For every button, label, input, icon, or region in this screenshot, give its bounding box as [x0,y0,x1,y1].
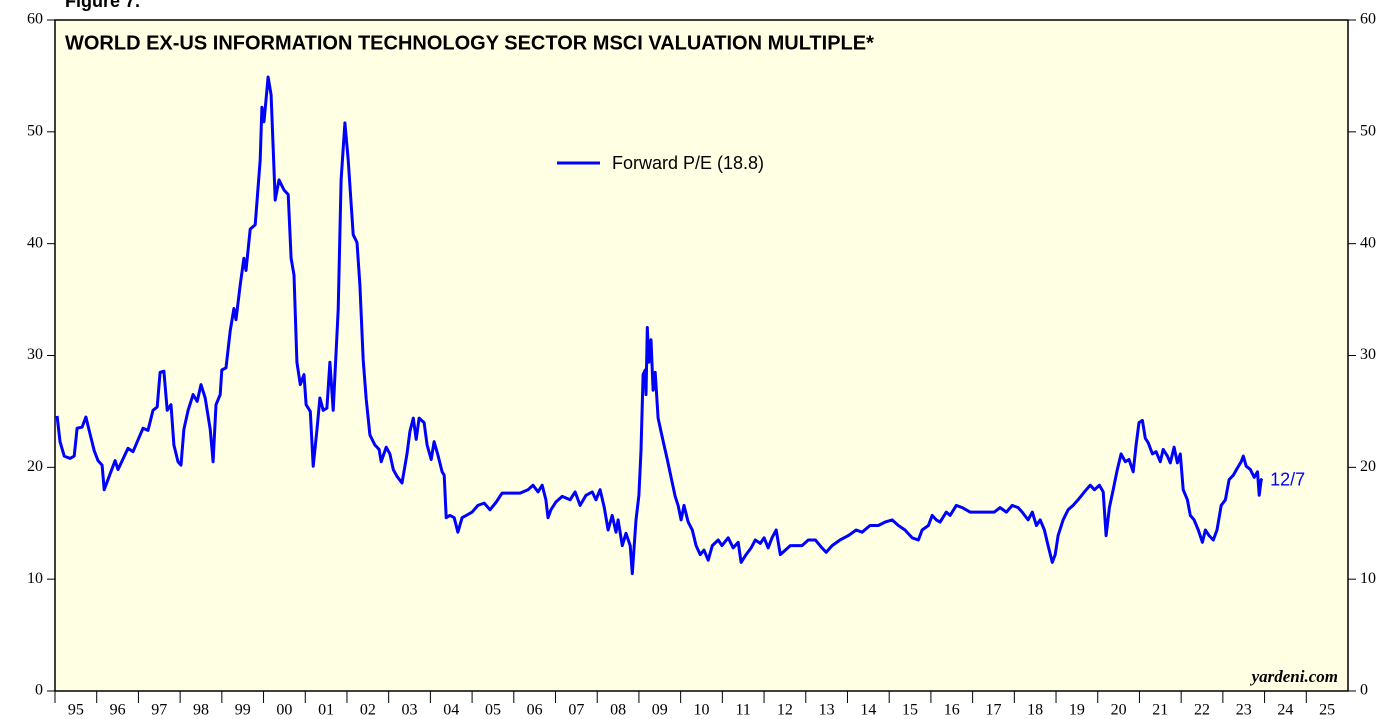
x-tick-label: 11 [736,702,751,719]
x-tick-label: 24 [1277,702,1293,719]
x-tick-label: 25 [1319,702,1335,719]
source: yardeni.com [1250,667,1338,686]
x-tick-label: 20 [1111,702,1127,719]
x-tick-label: 97 [151,702,167,719]
x-tick-label: 00 [276,702,292,719]
y2-tick-label: 0 [1360,682,1368,699]
x-tick-label: 03 [402,702,418,719]
x-tick-label: 98 [193,702,209,719]
chart-title: WORLD EX-US INFORMATION TECHNOLOGY SECTO… [65,32,874,54]
y2-tick-label: 50 [1360,123,1376,140]
y-tick-label: 30 [27,346,43,363]
x-tick-label: 08 [610,702,626,719]
x-tick-label: 18 [1027,702,1043,719]
x-tick-label: 07 [568,702,584,719]
plot-area [54,19,1349,692]
x-tick-label: 05 [485,702,501,719]
x-tick-label: 23 [1236,702,1252,719]
y2-tick-label: 30 [1360,346,1376,363]
figure-label: Figure 7. [65,0,140,11]
y2-tick-label: 10 [1360,570,1376,587]
x-tick-label: 22 [1194,702,1210,719]
y-tick-label: 60 [27,11,43,28]
x-tick-label: 95 [68,702,84,719]
x-tick-label: 09 [652,702,668,719]
x-tick-label: 10 [694,702,710,719]
x-tick-label: 96 [110,702,126,719]
x-tick-label: 04 [443,702,459,719]
x-tick-label: 14 [860,702,876,719]
x-tick-label: 16 [944,702,960,719]
series-line [55,75,1264,576]
y-tick-label: 10 [27,570,43,587]
y2-tick-label: 20 [1360,458,1376,475]
x-tick-label: 17 [985,702,1001,719]
x-tick-label: 21 [1152,702,1168,719]
x-tick-label: 15 [902,702,918,719]
end-label: 12/7 [1270,470,1305,490]
x-tick-label: 12 [777,702,793,719]
x-tick-label: 06 [527,702,543,719]
x-tick-label: 99 [235,702,251,719]
y-tick-label: 0 [35,682,43,699]
y-tick-label: 50 [27,123,43,140]
y2-tick-label: 40 [1360,234,1376,251]
y-tick-label: 20 [27,458,43,475]
x-tick-label: 19 [1069,702,1085,719]
x-tick-label: 01 [318,702,334,719]
x-tick-label: 02 [360,702,376,719]
x-tick-label: 13 [819,702,835,719]
y2-tick-label: 60 [1360,11,1376,28]
legend-label: Forward P/E (18.8) [612,153,764,173]
y-tick-label: 40 [27,234,43,251]
